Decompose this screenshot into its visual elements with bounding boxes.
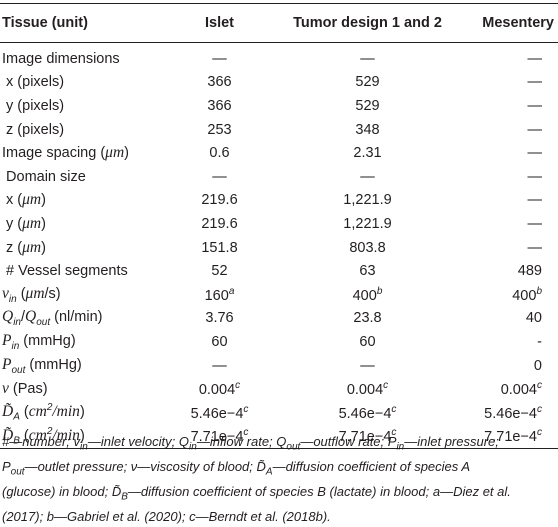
cell-mesentery: 400b — [512, 285, 542, 304]
row-label: y (μm) — [2, 214, 46, 232]
cell-tumor: 2.31 — [353, 145, 382, 162]
cell-tumor: 63 — [359, 263, 376, 280]
table-footnote: #—number; vin—inlet velocity; Qin—inflow… — [2, 432, 554, 527]
footnote-line-3: (glucose) in blood; D̃B—diffusion coeffi… — [2, 484, 511, 503]
table-row: z (pixels) 253 348 — — [0, 118, 558, 142]
cell-islet: 160a — [204, 285, 235, 304]
cell-mesentery: 489 — [517, 263, 542, 280]
cell-mesentery: — — [527, 74, 543, 91]
table-row: Domain size — — — — [0, 165, 558, 189]
cell-tumor: 60 — [359, 333, 376, 350]
cell-mesentery: 0.004c — [500, 380, 542, 399]
cell-islet: 3.76 — [205, 310, 234, 327]
cell-mesentery: — — [527, 121, 543, 138]
row-label: # Vessel segments — [2, 263, 128, 280]
cell-tumor: 23.8 — [353, 310, 382, 327]
cell-islet: 0.004c — [198, 380, 241, 399]
table-row: # Vessel segments 52 63 489 — [0, 259, 558, 283]
row-label: vin (μm/s) — [2, 284, 61, 305]
table-row: y (pixels) 366 529 — — [0, 94, 558, 118]
cell-islet: 219.6 — [201, 215, 238, 232]
row-label: Pout (mmHg) — [2, 355, 82, 376]
cell-mesentery: - — [537, 333, 542, 350]
table-row: x (pixels) 366 529 — — [0, 71, 558, 95]
row-label: z (μm) — [2, 238, 46, 256]
row-label: D̃B (cm2/min) — [0, 424, 162, 450]
table-row: Pout (mmHg) — — 0 — [0, 354, 558, 378]
cell-tumor: 5.46e−4c — [338, 403, 397, 422]
cell-mesentery: — — [527, 168, 543, 185]
row-label: Pin (mmHg) — [2, 331, 76, 352]
cell-tumor: — — [360, 357, 375, 374]
cell-mesentery: 0 — [533, 357, 542, 374]
cell-tumor: 348 — [355, 121, 380, 138]
cell-mesentery: — — [527, 192, 543, 209]
cell-mesentery: 7.71e−4c — [458, 424, 558, 450]
footnote-line-4: (2017); b—Gabriel et al. (2020); c—Bernd… — [2, 509, 331, 525]
header-tumor: Tumor design 1 and 2 — [277, 3, 458, 43]
cell-tumor: — — [360, 50, 375, 67]
cell-mesentery: 40 — [525, 310, 542, 327]
cell-tumor: 400b — [352, 285, 383, 304]
table-body: Image dimensions — — — x (pixels) 366 529 — y … — [0, 43, 558, 450]
cell-islet: 253 — [207, 121, 232, 138]
cell-mesentery: — — [527, 145, 543, 162]
table-row: z (μm) 151.8 803.8 — — [0, 236, 558, 260]
table-row: D̃B (cm2/min) 7.71e−4c 7.71e−4c 7.71e−4c — [0, 424, 558, 450]
row-label: ν (Pas) — [2, 380, 48, 398]
header-tissue-unit: Tissue (unit) — [0, 3, 162, 43]
row-label: Image dimensions — [2, 50, 120, 67]
cell-islet: — — [212, 168, 227, 185]
cell-tumor: 529 — [355, 74, 380, 91]
cell-tumor: — — [360, 168, 375, 185]
cell-mesentery: 5.46e−4c — [484, 403, 542, 422]
cell-islet: 5.46e−4c — [190, 403, 249, 422]
cell-islet: — — [212, 50, 227, 67]
cell-islet: 60 — [211, 333, 228, 350]
cell-tumor: 1,221.9 — [343, 192, 392, 209]
header-mesentery: Mesentery — [458, 3, 558, 43]
cell-islet: 366 — [207, 74, 232, 91]
cell-islet: 366 — [207, 97, 232, 114]
header-row: Tissue (unit) Islet Tumor design 1 and 2… — [0, 3, 558, 43]
cell-tumor: 7.71e−4c — [277, 424, 458, 450]
cell-islet: 52 — [211, 263, 228, 280]
table-row: D̃A (cm2/min) 5.46e−4c 5.46e−4c 5.46e−4c — [0, 401, 558, 425]
table-row: Image spacing (μm) 0.6 2.31 — — [0, 141, 558, 165]
cell-islet: 151.8 — [201, 239, 238, 256]
cell-mesentery: — — [527, 97, 543, 114]
footnote-line-1: #—number; vin—inlet velocity; Qin—inflow… — [2, 434, 499, 453]
table-row: Image dimensions — — — — [0, 43, 558, 71]
footnote-line-2: Pout—outlet pressure; ν—viscosity of blo… — [2, 459, 471, 478]
cell-islet: — — [212, 357, 227, 374]
table-row: Qin/Qout (nl/min) 3.76 23.8 40 — [0, 307, 558, 331]
cell-islet: 0.6 — [209, 145, 230, 162]
cell-islet: 7.71e−4c — [162, 424, 277, 450]
row-label: Qin/Qout (nl/min) — [2, 308, 103, 329]
table-row: ν (Pas) 0.004c 0.004c 0.004c — [0, 377, 558, 401]
table-row: x (μm) 219.6 1,221.9 — — [0, 189, 558, 213]
row-label: Image spacing (μm) — [2, 144, 129, 162]
cell-mesentery: — — [527, 215, 543, 232]
row-label: D̃A (cm2/min) — [2, 402, 85, 424]
cell-mesentery: — — [527, 239, 543, 256]
cell-tumor: 0.004c — [346, 380, 389, 399]
table-figure: Tissue (unit) Islet Tumor design 1 and 2… — [0, 3, 558, 524]
table-row: vin (μm/s) 160a 400b 400b — [0, 283, 558, 307]
cell-tumor: 529 — [355, 97, 380, 114]
row-label: z (pixels) — [2, 121, 65, 138]
header-islet: Islet — [162, 3, 277, 43]
table-row: y (μm) 219.6 1,221.9 — — [0, 212, 558, 236]
row-label: x (μm) — [2, 191, 46, 209]
cell-tumor: 803.8 — [349, 239, 386, 256]
row-label: y (pixels) — [2, 97, 65, 114]
cell-tumor: 1,221.9 — [343, 215, 392, 232]
row-label: x (pixels) — [2, 74, 65, 91]
cell-islet: 219.6 — [201, 192, 238, 209]
parameters-table: Tissue (unit) Islet Tumor design 1 and 2… — [0, 3, 558, 450]
row-label: Domain size — [2, 168, 86, 185]
cell-mesentery: — — [527, 50, 543, 67]
table-row: Pin (mmHg) 60 60 - — [0, 330, 558, 354]
